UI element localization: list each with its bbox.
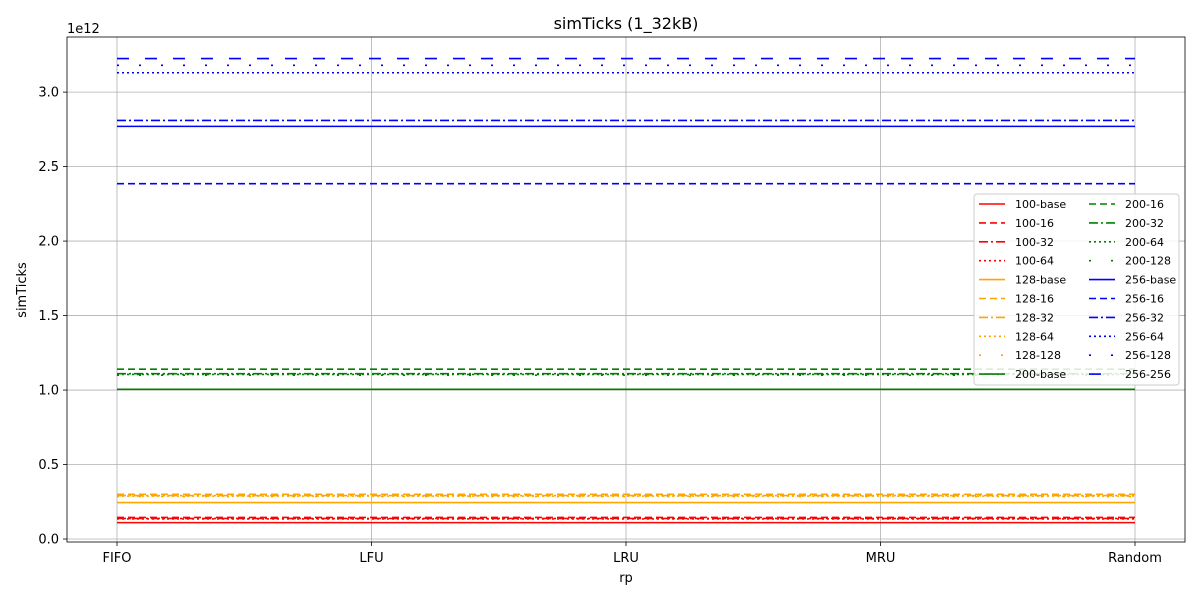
- legend-label: 128-base: [1015, 274, 1066, 287]
- y-tick-label: 3.0: [38, 86, 59, 101]
- chart-title: simTicks (1_32kB): [554, 14, 699, 34]
- y-tick-label: 2.5: [38, 160, 59, 175]
- legend-label: 200-base: [1015, 368, 1066, 381]
- y-tick-label: 0.0: [38, 533, 59, 548]
- x-tick-label: FIFO: [102, 551, 131, 566]
- legend-label: 200-64: [1125, 236, 1164, 249]
- x-tick-label: LRU: [613, 551, 639, 566]
- legend-label: 128-128: [1015, 349, 1061, 362]
- legend-label: 256-base: [1125, 274, 1176, 287]
- legend: 100-base 100-16 100-32 100-64 128-base 128-16…: [973, 193, 1180, 386]
- legend-label: 256-32: [1125, 311, 1164, 324]
- x-tick-label: LFU: [359, 551, 383, 566]
- x-tick-label: MRU: [866, 551, 896, 566]
- legend-label: 100-32: [1015, 236, 1054, 249]
- axes: 0.0 0.5 1.0 1.5 2.0 2.5 3.0 FIFO LFU LRU MRU Random: [38, 36, 1186, 566]
- plot-frame: [66, 36, 1186, 543]
- series-layer: [117, 57, 1135, 524]
- legend-label: 200-32: [1125, 217, 1164, 230]
- legend-label: 200-128: [1125, 255, 1171, 268]
- y-tick-label: 1.5: [38, 309, 59, 324]
- y-tick-label: 1.0: [38, 384, 59, 399]
- legend-box: [973, 193, 1180, 386]
- legend-label: 100-16: [1015, 217, 1054, 230]
- legend-label: 100-base: [1015, 198, 1066, 211]
- legend-label: 128-16: [1015, 293, 1054, 306]
- legend-label: 128-32: [1015, 311, 1054, 324]
- x-tick-label: Random: [1108, 551, 1162, 566]
- legend-label: 200-16: [1125, 198, 1164, 211]
- y-axis-offset-label: 1e12: [67, 22, 100, 37]
- x-axis-label: rp: [619, 571, 633, 586]
- legend-label: 256-16: [1125, 293, 1164, 306]
- legend-label: 128-64: [1015, 330, 1054, 343]
- y-axis-label: simTicks: [15, 262, 30, 318]
- legend-label: 256-256: [1125, 368, 1171, 381]
- legend-label: 256-128: [1125, 349, 1171, 362]
- legend-label: 100-64: [1015, 255, 1054, 268]
- y-tick-label: 2.0: [38, 235, 59, 250]
- legend-label: 256-64: [1125, 330, 1164, 343]
- y-tick-label: 0.5: [38, 458, 59, 473]
